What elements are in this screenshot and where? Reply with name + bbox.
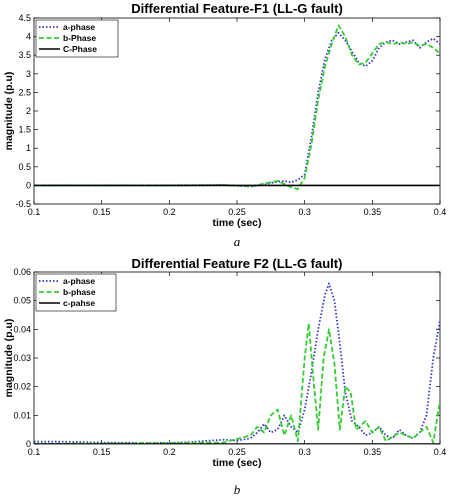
series-line-a-phase — [34, 282, 440, 444]
x-tick-label: 0.4 — [434, 207, 447, 217]
x-tick-label: 0.35 — [364, 447, 382, 457]
y-tick-label: 0.5 — [18, 162, 31, 172]
legend-label: a-phase — [63, 276, 95, 286]
series-group — [34, 282, 440, 444]
y-tick-label: -0.5 — [15, 199, 31, 209]
legend-label: c-pahse — [63, 298, 95, 308]
y-tick-label: 2.5 — [18, 87, 31, 97]
x-tick-label: 0.1 — [28, 207, 41, 217]
y-tick-label: 1.5 — [18, 125, 31, 135]
y-tick-label: 0.05 — [13, 296, 31, 306]
x-tick-label: 0.25 — [228, 207, 246, 217]
legend-label: b-Phase — [63, 33, 96, 43]
chart-title: Differential Feature-F1 (LL-G fault) — [131, 1, 343, 16]
x-axis-label: time (sec) — [212, 457, 261, 469]
figure-caption: a — [234, 234, 241, 249]
x-tick-label: 0.3 — [298, 207, 311, 217]
chart-2: Differential Feature F2 (LL-G fault)0.1 0… — [3, 256, 446, 497]
series-group — [34, 24, 440, 191]
x-tick-label: 0.25 — [228, 447, 246, 457]
y-tick-label: 0.01 — [13, 410, 31, 420]
series-line-b-phase — [34, 24, 440, 191]
y-tick-label: 2 — [26, 106, 31, 116]
x-tick-label: 0.2 — [163, 447, 176, 457]
x-tick-label: 0.35 — [364, 207, 382, 217]
chart-title: Differential Feature F2 (LL-G fault) — [132, 256, 343, 271]
y-tick-label: 0.06 — [13, 267, 31, 277]
y-axis-label: magnitude (p.u) — [3, 72, 15, 151]
y-tick-label: 0.04 — [13, 324, 31, 334]
x-axis-label: time (sec) — [212, 217, 261, 229]
legend-label: C-Phase — [63, 44, 97, 54]
series-line-b-phase — [34, 322, 440, 444]
chart-1: Differential Feature-F1 (LL-G fault) 0.1 0… — [3, 1, 446, 249]
y-tick-label: 0 — [26, 180, 31, 190]
y-tick-label: 0.02 — [13, 382, 31, 392]
y-tick-label: 4 — [26, 32, 31, 42]
legend-label: a-phase — [63, 22, 95, 32]
x-tick-label: 0.1 — [28, 447, 41, 457]
y-tick-label: 3 — [26, 69, 31, 79]
y-tick-label: 0 — [26, 439, 31, 449]
y-axis-label: magnitude (p.u) — [3, 319, 15, 398]
legend-label: b-phase — [63, 287, 96, 297]
y-tick-label: 0.03 — [13, 353, 31, 363]
y-tick-label: 4.5 — [18, 13, 31, 23]
x-tick-label: 0.15 — [93, 447, 111, 457]
x-tick-label: 0.2 — [163, 207, 176, 217]
x-tick-label: 0.3 — [298, 447, 311, 457]
figure-caption: b — [234, 482, 241, 497]
y-tick-label: 1 — [26, 143, 31, 153]
x-tick-label: 0.15 — [93, 207, 111, 217]
x-tick-label: 0.4 — [434, 447, 447, 457]
y-tick-label: 3.5 — [18, 50, 31, 60]
